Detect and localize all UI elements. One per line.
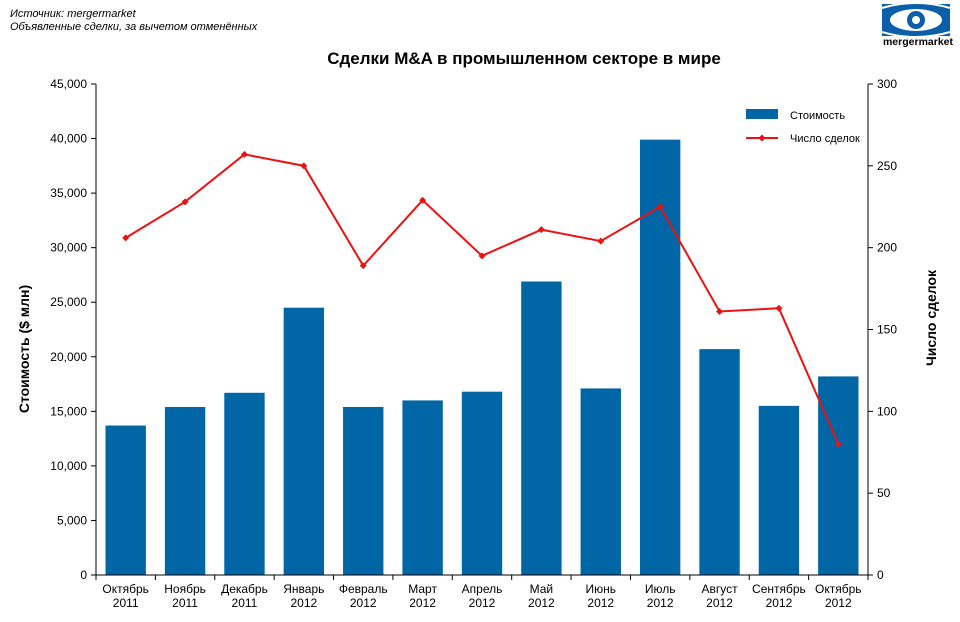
source-note: Источник: mergermarket Объявленные сделк… (10, 8, 257, 34)
y2-tick-label: 50 (877, 486, 891, 500)
bar-series (105, 139, 859, 575)
logo-text: mergermarket (882, 36, 954, 48)
y2-tick-label: 0 (877, 568, 884, 582)
legend-label-value: Стоимость (790, 110, 845, 122)
bar (224, 392, 265, 575)
bar (818, 376, 859, 575)
x-tick-label: Март 2012 (408, 582, 437, 610)
deals-point (122, 234, 130, 242)
y-tick-label: 30,000 (50, 241, 87, 255)
bar (521, 281, 562, 575)
deals-point (478, 252, 486, 260)
deals-point (359, 262, 367, 270)
deals-point (537, 226, 545, 234)
deals-point (419, 196, 427, 204)
y2-tick-label: 100 (877, 404, 897, 418)
mergermarket-logo (876, 2, 956, 52)
bar (758, 405, 800, 575)
x-tick-label: Апрель 2012 (462, 582, 503, 610)
line-series (122, 150, 842, 448)
x-tick-label: Июнь 2012 (586, 582, 617, 610)
x-tick-label: Август 2012 (701, 582, 738, 610)
y-tick-label: 45,000 (50, 77, 87, 91)
bar (461, 391, 503, 575)
bar (699, 349, 740, 575)
x-tick-label: Май 2012 (528, 582, 555, 610)
legend-label-deals: Число сделок (790, 133, 860, 145)
bar (105, 425, 146, 575)
eye-logo-icon (881, 2, 951, 38)
deals-point (834, 440, 842, 448)
bar (164, 406, 206, 575)
legend-marker-deals (758, 134, 766, 142)
y-tick-label: 0 (80, 568, 87, 582)
y-tick-label: 40,000 (50, 132, 87, 146)
x-tick-label: Сентябрь 2012 (752, 582, 806, 610)
x-tick-label: Ноябрь 2011 (164, 582, 206, 610)
y2-tick-label: 150 (877, 323, 897, 337)
y2-axis-title: Число сделок (923, 269, 939, 366)
y-tick-label: 15,000 (50, 404, 87, 418)
x-tick-label: Октябрь 2012 (815, 582, 862, 610)
deals-point (181, 198, 189, 206)
y-tick-label: 10,000 (50, 459, 87, 473)
deals-point (775, 304, 783, 312)
deals-point (597, 237, 605, 245)
bar (343, 406, 384, 575)
axes: 0 5,000 10,000 15,000 20,000 25,000 30,000 35,0… (50, 77, 897, 610)
y2-tick-label: 300 (877, 77, 897, 91)
deals-point (300, 162, 308, 170)
y2-tick-label: 200 (877, 241, 897, 255)
source-line: Источник: mergermarket (10, 8, 136, 20)
y-tick-label: 35,000 (50, 186, 87, 200)
y-tick-label: 20,000 (50, 350, 87, 364)
y-axis-title: Стоимость ($ млн) (16, 285, 32, 413)
x-tick-label: Декабрь 2011 (221, 582, 268, 610)
legend: Стоимость Число сделок (746, 109, 860, 145)
legend-swatch-value (746, 109, 778, 119)
bar (639, 139, 681, 575)
x-tick-label: Февраль 2012 (339, 582, 388, 610)
bar (283, 307, 325, 575)
y2-tick-label: 250 (877, 159, 897, 173)
x-tick-label: Январь 2012 (283, 582, 324, 610)
deals-point (716, 307, 724, 315)
y-tick-label: 5,000 (57, 513, 87, 527)
x-tick-label: Июль 2012 (645, 582, 676, 610)
chart-title: Сделки M&A в промышленном секторе в мире (327, 49, 721, 68)
deals-point (240, 150, 248, 158)
x-tick-label: Октябрь 2011 (102, 582, 149, 610)
bar (580, 388, 621, 575)
y-tick-label: 25,000 (50, 295, 87, 309)
deals-point (656, 203, 664, 211)
source-description: Объявленные сделки, за вычетом отменённы… (10, 21, 258, 33)
bar (402, 400, 443, 575)
